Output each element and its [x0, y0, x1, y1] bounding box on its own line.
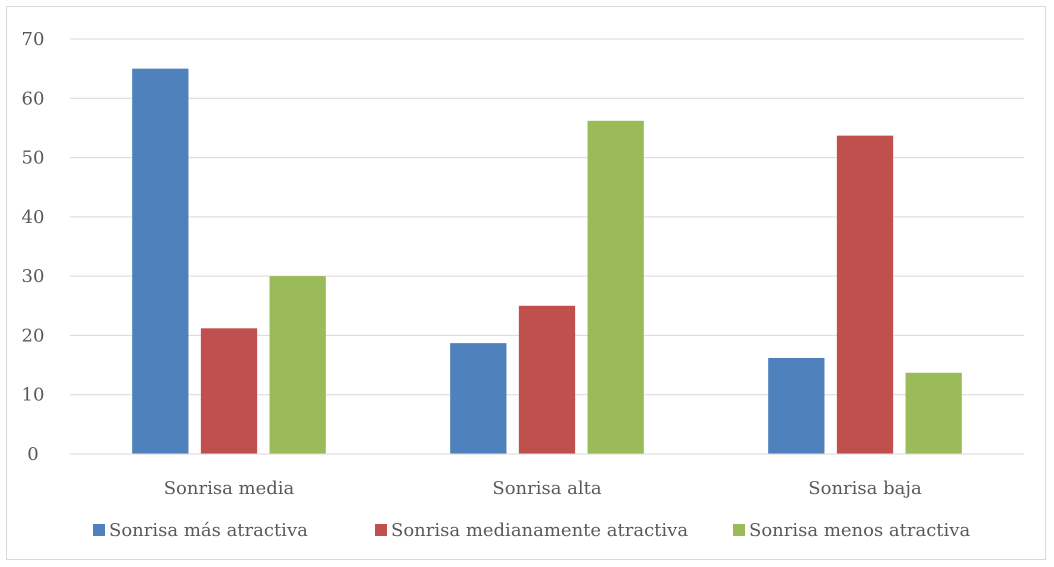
x-axis-category-labels: Sonrisa media Sonrisa alta Sonrisa baja — [164, 478, 922, 499]
y-tick-label: 0 — [27, 444, 38, 465]
bar-sonrisa-medianamente-atractiva-sonrisa-baja — [836, 135, 894, 454]
legend-label: Sonrisa menos atractiva — [749, 520, 970, 541]
bars — [132, 68, 962, 455]
bar-sonrisa-medianamente-atractiva-sonrisa-alta — [518, 305, 576, 454]
y-tick-label: 50 — [22, 148, 45, 169]
legend-swatch — [375, 524, 387, 536]
legend: Sonrisa más atractiva Sonrisa medianament… — [93, 520, 970, 541]
y-tick-label: 10 — [22, 385, 45, 406]
bar-sonrisa-menos-atractiva-sonrisa-media — [269, 276, 326, 454]
legend-swatch — [93, 524, 105, 536]
bar-sonrisa-menos-atractiva-sonrisa-baja — [905, 372, 962, 454]
y-tick-label: 20 — [22, 325, 45, 346]
legend-label: Sonrisa más atractiva — [109, 520, 308, 541]
y-tick-label: 60 — [22, 88, 45, 109]
x-category-label: Sonrisa alta — [492, 478, 602, 499]
bar-sonrisa-m-s-atractiva-sonrisa-alta — [450, 343, 507, 454]
x-category-label: Sonrisa baja — [808, 478, 922, 499]
bar-sonrisa-menos-atractiva-sonrisa-alta — [587, 120, 644, 455]
bar-sonrisa-m-s-atractiva-sonrisa-baja — [768, 357, 825, 454]
bar-sonrisa-m-s-atractiva-sonrisa-media — [132, 68, 189, 455]
y-tick-label: 70 — [22, 29, 45, 50]
y-tick-label: 30 — [22, 266, 45, 287]
bar-sonrisa-medianamente-atractiva-sonrisa-media — [200, 328, 258, 454]
y-tick-label: 40 — [22, 207, 45, 228]
y-axis-tick-labels: 0 10 20 30 40 50 60 70 — [22, 29, 45, 465]
legend-label: Sonrisa medianamente atractiva — [391, 520, 688, 541]
x-category-label: Sonrisa media — [164, 478, 295, 499]
legend-swatch — [733, 524, 745, 536]
